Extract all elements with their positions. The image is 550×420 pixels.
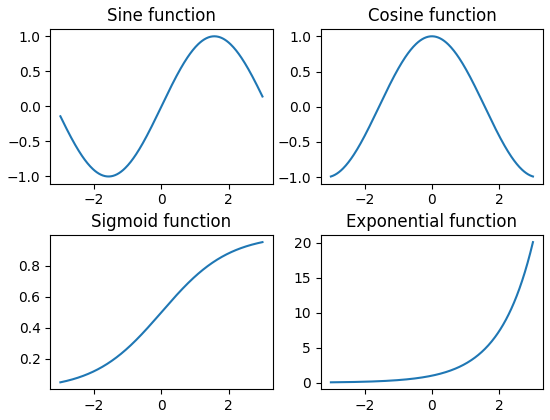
Title: Cosine function: Cosine function	[367, 7, 496, 25]
Title: Exponential function: Exponential function	[346, 213, 518, 231]
Title: Sigmoid function: Sigmoid function	[91, 213, 232, 231]
Title: Sine function: Sine function	[107, 7, 216, 25]
